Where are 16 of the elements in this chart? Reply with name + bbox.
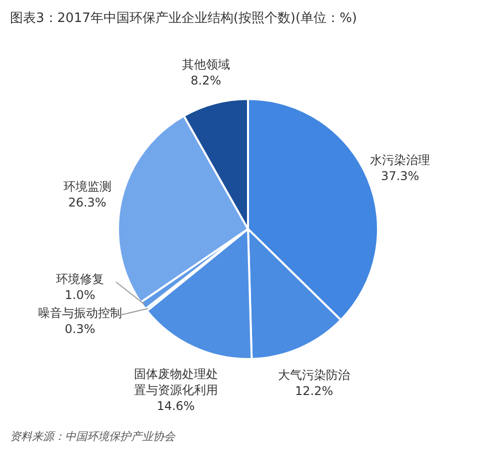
- slice-label: 水污染治理: [370, 153, 430, 168]
- data-label: 14.6%: [156, 399, 195, 414]
- slice-label: 环境监测: [63, 180, 112, 194]
- slice-label: 环境修复: [56, 272, 104, 286]
- slice-label: 固体废物处理处置与资源化利用: [134, 367, 218, 398]
- data-label: 8.2%: [190, 73, 222, 88]
- slice-label: 大气污染防治: [278, 368, 350, 382]
- data-label: 26.3%: [68, 196, 106, 210]
- text: 资料来源：中国环境保护产业协会: [10, 430, 176, 443]
- data-label: 0.3%: [64, 322, 96, 336]
- data-label: 12.2%: [295, 384, 334, 398]
- data-label: 37.3%: [381, 169, 420, 184]
- slice-label: 噪音与振动控制: [38, 306, 122, 320]
- slice-label: 其他领域: [182, 57, 230, 72]
- chart-title: 图表3：2017年中国环保产业企业结构(按照个数)(单位：%): [10, 11, 357, 26]
- data-label: 1.0%: [64, 288, 96, 302]
